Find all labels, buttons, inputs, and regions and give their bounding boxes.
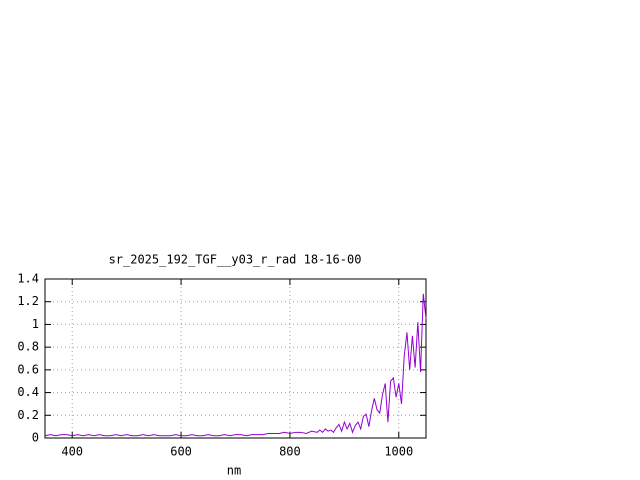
- x-tick-label: 800: [279, 445, 301, 459]
- y-tick-label: 0.6: [17, 362, 39, 376]
- x-axis-label: nm: [227, 464, 241, 478]
- y-tick-label: 1.2: [17, 294, 39, 308]
- plot-border: [44, 278, 427, 439]
- x-tick-label: 600: [170, 445, 192, 459]
- y-tick-label: 0.4: [17, 385, 39, 399]
- x-tick-label: 400: [61, 445, 83, 459]
- chart-title: sr_2025_192_TGF__y03_r_rad 18-16-00: [109, 253, 362, 267]
- data-line: [44, 293, 427, 437]
- y-tick-label: 0.8: [17, 340, 39, 354]
- y-tick-label: 1: [32, 317, 39, 331]
- y-tick-label: 0: [32, 431, 39, 445]
- x-tick-label: 1000: [384, 445, 413, 459]
- y-tick-label: 0.2: [17, 408, 39, 422]
- y-tick-label: 1.4: [17, 272, 39, 286]
